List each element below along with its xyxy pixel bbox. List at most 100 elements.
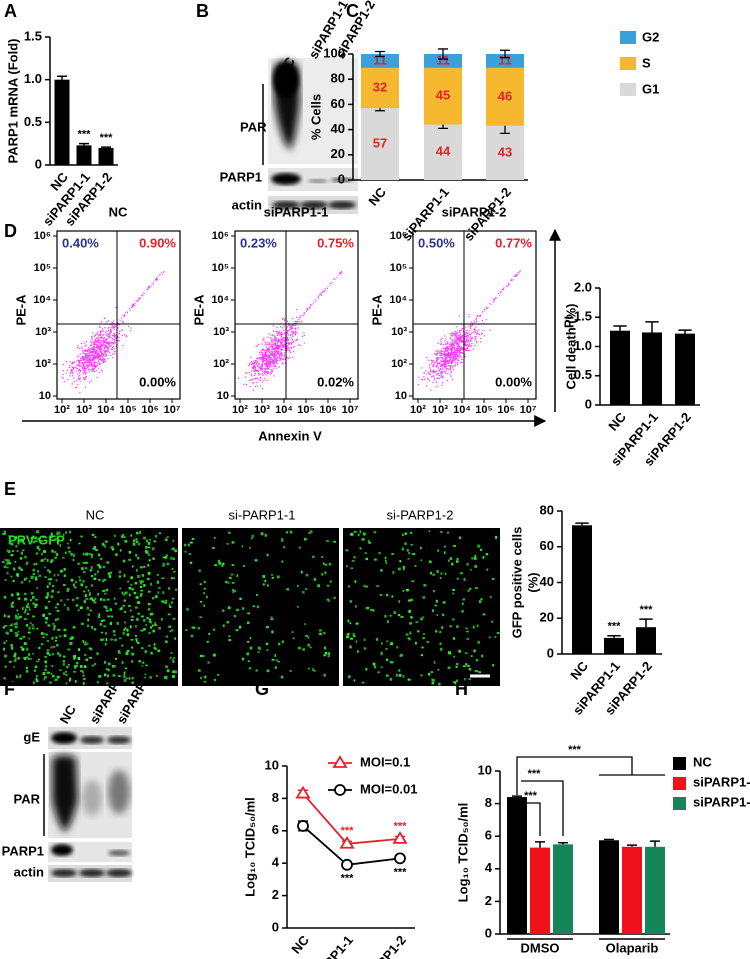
gfp-signal (33, 563, 36, 566)
event (270, 355, 272, 357)
event (92, 332, 94, 334)
gfp-signal (136, 618, 139, 621)
gfp-signal (410, 598, 414, 602)
value-label: 45 (436, 88, 450, 103)
event (281, 340, 283, 342)
event (275, 346, 277, 348)
event (104, 351, 106, 353)
event (107, 342, 109, 344)
gfp-signal (88, 553, 91, 555)
event (459, 332, 461, 334)
event (277, 353, 279, 355)
gfp-signal (476, 624, 479, 628)
gfp-signal (19, 615, 22, 618)
event (90, 353, 92, 355)
gfp-signal (115, 553, 118, 557)
event (268, 351, 270, 353)
event (268, 333, 270, 335)
event (102, 334, 104, 336)
y-tick-label: 40 (540, 574, 554, 589)
gfp-signal (84, 641, 87, 645)
event (121, 330, 123, 332)
gfp-signal (473, 649, 476, 653)
gfp-signal (412, 553, 415, 555)
bar (675, 333, 695, 405)
event (288, 329, 290, 331)
event (92, 348, 94, 350)
event (460, 346, 462, 348)
gfp-signal (147, 571, 151, 575)
event (263, 340, 265, 342)
event (454, 362, 456, 364)
gfp-signal (365, 606, 368, 610)
event (122, 321, 124, 323)
event (261, 364, 263, 366)
event (261, 343, 263, 345)
gfp-signal (137, 601, 140, 604)
event (93, 350, 95, 352)
event (256, 345, 258, 347)
gfp-signal (124, 667, 128, 670)
event (254, 360, 256, 362)
event (107, 329, 110, 331)
y-axis-label: % Cells (308, 94, 323, 140)
gfp-signal (23, 592, 27, 596)
event (314, 299, 316, 301)
gfp-signal (270, 616, 273, 619)
event (278, 357, 280, 359)
event (100, 342, 102, 344)
event (93, 336, 95, 338)
event (89, 355, 91, 357)
event (80, 357, 83, 359)
gfp-signal (11, 593, 14, 597)
event (471, 337, 474, 339)
gfp-signal (452, 589, 455, 591)
gfp-signal (346, 635, 349, 639)
gfp-signal (63, 583, 66, 587)
gfp-signal (489, 596, 492, 599)
event (498, 295, 500, 297)
gfp-signal (4, 532, 6, 535)
event (114, 338, 116, 340)
gfp-signal (247, 612, 251, 615)
gfp-signal (105, 632, 108, 635)
event (437, 358, 439, 360)
gfp-signal (17, 597, 21, 600)
row-label: PAR (14, 791, 41, 806)
event (519, 270, 521, 272)
event (439, 375, 441, 377)
event (462, 348, 464, 350)
event (100, 340, 102, 343)
event (103, 341, 105, 343)
event (102, 342, 104, 344)
gfp-signal (324, 571, 327, 575)
gfp-signal (74, 680, 77, 683)
event (105, 342, 107, 344)
gfp-signal (69, 538, 72, 542)
event (442, 358, 444, 360)
event (122, 322, 124, 324)
gfp-signal (230, 573, 234, 576)
gfp-signal (86, 606, 89, 610)
event (478, 315, 480, 317)
event (330, 282, 332, 284)
gfp-signal (133, 591, 137, 594)
y-tick-label: 40 (331, 121, 345, 136)
gfp-signal (477, 544, 481, 548)
event (87, 357, 89, 359)
event (253, 371, 255, 373)
gfp-signal (15, 634, 18, 637)
event (446, 380, 448, 382)
gfp-signal (302, 648, 305, 651)
event (437, 353, 439, 355)
gfp-signal (385, 648, 388, 650)
event (89, 369, 91, 371)
event (261, 363, 264, 365)
event (95, 352, 97, 354)
event (82, 362, 85, 364)
event (431, 376, 433, 378)
event (106, 342, 108, 344)
event (256, 370, 259, 372)
event (286, 346, 288, 348)
event (65, 372, 67, 374)
